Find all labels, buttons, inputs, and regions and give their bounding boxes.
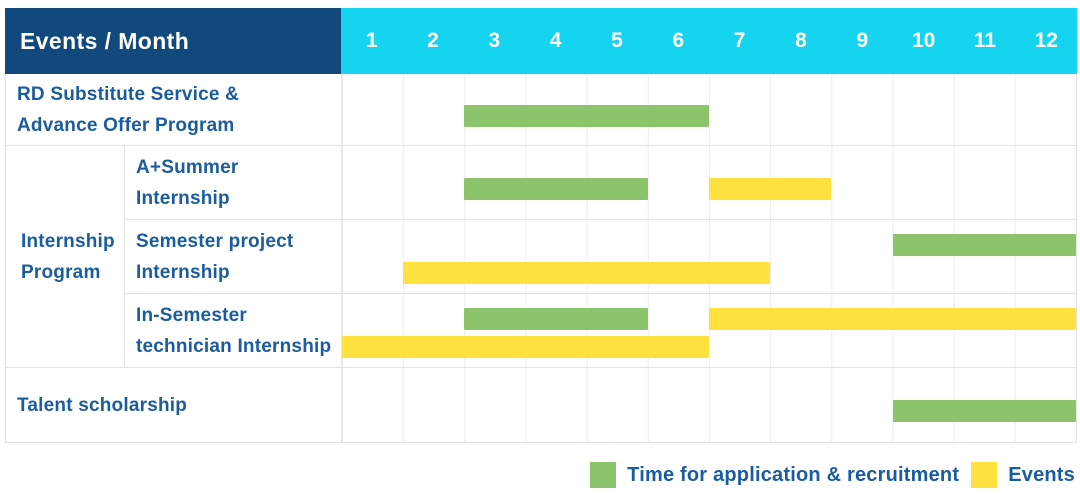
- legend-label: Events: [1008, 463, 1075, 486]
- group-rows: Talent scholarship: [6, 368, 1076, 442]
- application-bar: [892, 400, 1076, 422]
- row-chart: [342, 294, 1076, 367]
- row-chart: [342, 368, 1076, 442]
- row-group: Internship Program A+Summer Internship Semes…: [6, 146, 1076, 368]
- row-group: RD Substitute Service & Advance Offer Pro…: [6, 74, 1076, 146]
- label-line: A+Summer: [136, 156, 239, 178]
- month-label: 10: [911, 29, 936, 52]
- month-label: 9: [856, 29, 869, 52]
- month-label: 1: [365, 29, 378, 52]
- row-group: Talent scholarship: [6, 368, 1076, 442]
- gantt-row: Semester project Internship: [125, 219, 1076, 293]
- row-label: Talent scholarship: [6, 368, 342, 442]
- event-bar: [403, 262, 771, 284]
- event-bar: [709, 308, 1076, 330]
- legend-label: Time for application & recruitment: [627, 463, 960, 486]
- gantt-row: RD Substitute Service & Advance Offer Pro…: [6, 74, 1076, 145]
- month-label: 5: [611, 29, 623, 52]
- label-line: Internship: [136, 261, 230, 283]
- group-rows: A+Summer Internship Semester project Intern…: [125, 146, 1076, 367]
- legend: Time for application & recruitment Events: [590, 462, 1075, 488]
- label-line: In-Semester: [136, 304, 247, 326]
- label-line: Program: [21, 261, 101, 283]
- row-chart: [342, 146, 1076, 219]
- event-bar: [342, 336, 709, 358]
- gantt-table: Events / Month 1 2 3 4 5 6 7 8 9 10 11 12 RD Substi…: [5, 8, 1077, 443]
- application-bar: [892, 234, 1076, 256]
- month-label: 6: [672, 29, 685, 52]
- label-line: Internship: [21, 230, 115, 252]
- group-rows: RD Substitute Service & Advance Offer Pro…: [6, 74, 1076, 145]
- gantt-row: Talent scholarship: [6, 368, 1076, 442]
- month-header-cells: 1 2 3 4 5 6 7 8 9 10 11 12: [341, 8, 1077, 74]
- month-label: 8: [795, 29, 807, 52]
- label-line: Semester project: [136, 230, 294, 252]
- month-label: 11: [973, 29, 997, 52]
- gantt-row: In-Semester technician Internship: [125, 293, 1076, 367]
- application-bar: [464, 177, 648, 200]
- label-line: Talent scholarship: [17, 394, 188, 416]
- events-month-header: Events / Month: [5, 8, 341, 74]
- legend-item: Time for application & recruitment: [590, 462, 959, 488]
- row-chart: [342, 220, 1076, 293]
- event-swatch: [971, 462, 998, 488]
- row-label: In-Semester technician Internship: [125, 294, 342, 367]
- row-label: A+Summer Internship: [125, 146, 342, 219]
- label-line: Internship: [136, 187, 230, 209]
- group-label: Internship Program: [6, 146, 125, 367]
- gantt-row: A+Summer Internship: [125, 146, 1076, 219]
- application-bar: [464, 308, 648, 330]
- application-swatch: [590, 462, 617, 488]
- row-chart: [342, 74, 1076, 145]
- row-label: Semester project Internship: [125, 220, 342, 293]
- label-line: technician Internship: [136, 335, 332, 357]
- legend-item: Events: [971, 462, 1075, 488]
- table-header: Events / Month 1 2 3 4 5 6 7 8 9 10 11 12: [5, 8, 1077, 74]
- row-label: RD Substitute Service & Advance Offer Pro…: [6, 74, 342, 145]
- month-label: 7: [733, 29, 746, 52]
- event-bar: [709, 177, 832, 200]
- month-label: 2: [427, 29, 439, 52]
- label-line: RD Substitute Service &: [17, 83, 240, 105]
- month-label: 12: [1034, 29, 1058, 52]
- application-bar: [464, 104, 709, 127]
- month-label: 3: [488, 29, 501, 52]
- month-label: 4: [549, 29, 562, 52]
- label-line: Advance Offer Program: [17, 114, 235, 136]
- gantt-body: RD Substitute Service & Advance Offer Pro…: [5, 74, 1077, 443]
